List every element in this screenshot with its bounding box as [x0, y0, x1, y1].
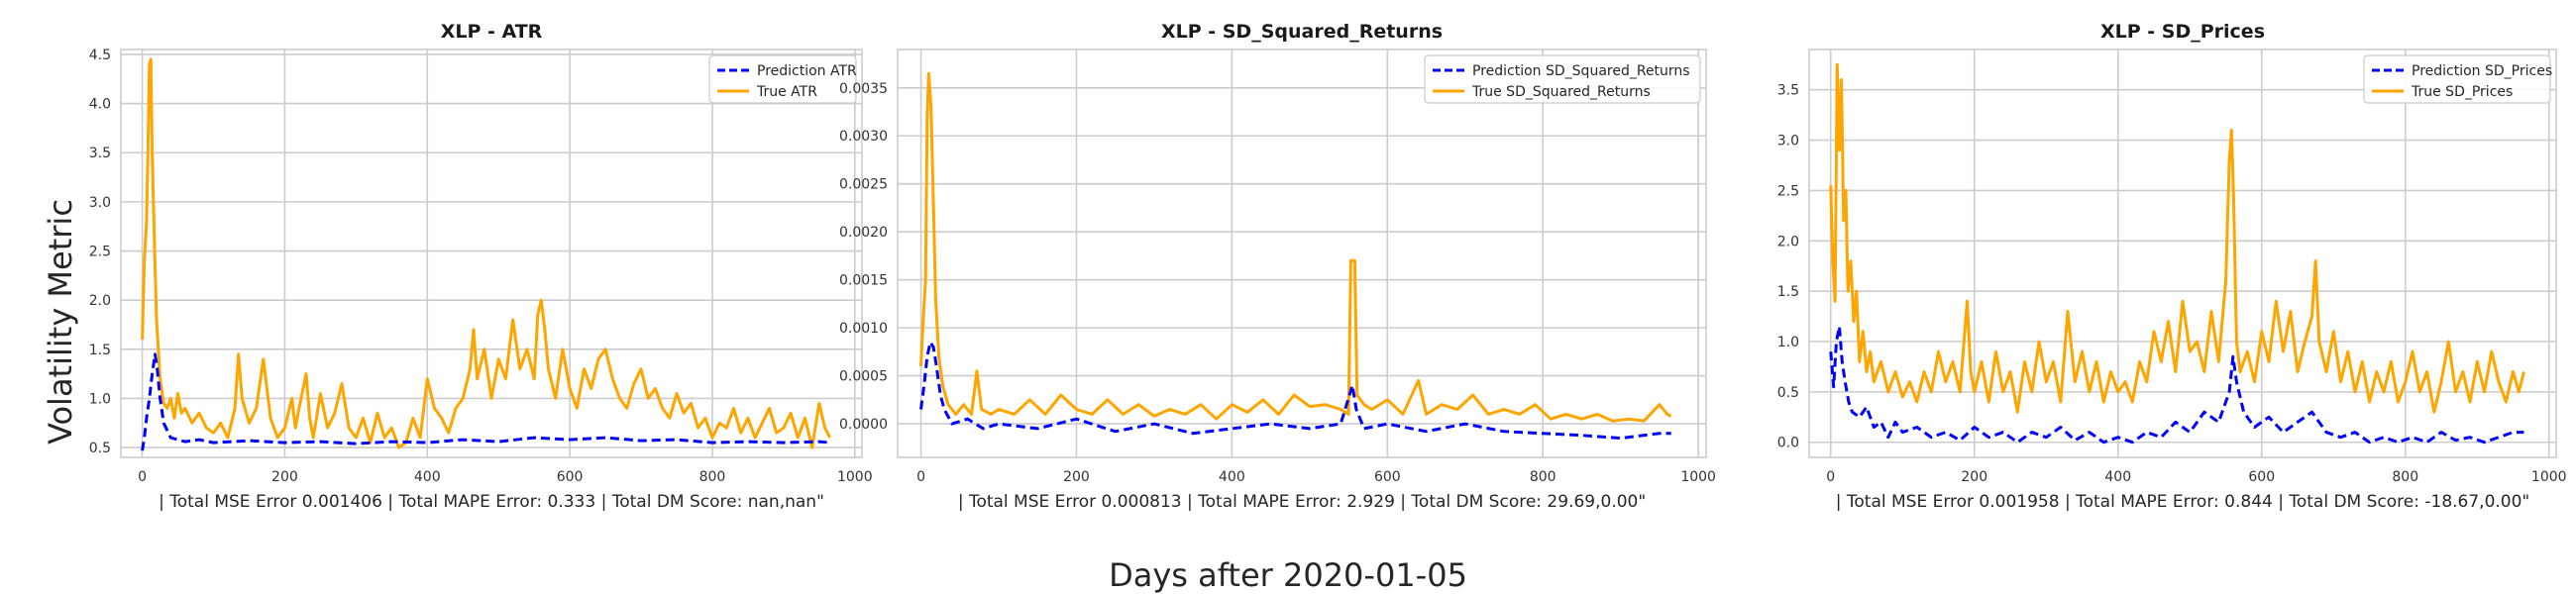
x-axis-label: | Total MSE Error 0.000813 | Total MAPE …	[958, 492, 1646, 512]
x-tick-label: 1000	[837, 469, 873, 485]
x-tick-label: 800	[699, 469, 726, 485]
plot-frame	[120, 49, 863, 458]
y-tick-label: 2.5	[1777, 183, 1799, 199]
x-tick-label: 200	[1063, 469, 1090, 485]
y-tick-label: 0.5	[89, 441, 111, 456]
x-tick-label: 0	[138, 469, 147, 485]
x-tick-label: 400	[2104, 469, 2131, 485]
plot-frame	[1808, 49, 2557, 458]
x-tick-label: 600	[1374, 469, 1401, 485]
true-series-line	[141, 57, 831, 449]
legend-box	[2363, 54, 2551, 104]
prediction-series-line	[141, 352, 830, 451]
true-series-line	[919, 71, 1672, 423]
y-tick-label: 0.0	[1777, 436, 1799, 451]
chart-title: XLP - ATR	[441, 21, 543, 43]
y-tick-label: 3.5	[89, 146, 111, 161]
legend-label: True ATR	[756, 84, 817, 100]
chart-title: XLP - SD_Squared_Returns	[1161, 21, 1443, 43]
true-series-line	[1829, 62, 2525, 414]
chart-panel: 0 200 400 600 800 1000 0.5 1.0 1.5 2.0 2.5 3.0 3.5 4.…	[89, 21, 873, 512]
y-tick-label: 0.0010	[839, 321, 888, 337]
y-tick-label: 3.0	[1777, 134, 1799, 149]
y-tick-label: 0.0035	[839, 81, 888, 97]
y-tick-label: 2.0	[1777, 234, 1799, 249]
y-tick-label: 1.0	[89, 391, 111, 407]
chart-panel: 0 200 400 600 800 1000 0.0000 0.0005 0.0010 0.001…	[839, 21, 1716, 512]
figure-x-label: Days after 2020-01-05	[1109, 556, 1467, 594]
y-tick-label: 1.5	[1777, 284, 1799, 300]
y-tick-label: 0.0000	[839, 417, 888, 433]
y-tick-label: 0.0005	[839, 369, 888, 385]
prediction-series-line	[1829, 325, 2524, 445]
plot-frame	[897, 49, 1707, 458]
y-tick-label: 1.0	[1777, 335, 1799, 350]
x-tick-label: 400	[414, 469, 441, 485]
x-tick-label: 1000	[2531, 469, 2567, 485]
y-tick-label: 4.0	[89, 97, 111, 113]
y-tick-label: 0.0030	[839, 129, 888, 145]
y-tick-label: 4.5	[89, 48, 111, 63]
legend-label: Prediction ATR	[757, 63, 857, 79]
y-tick-label: 2.5	[89, 245, 111, 260]
y-tick-label: 3.0	[89, 195, 111, 211]
y-tick-label: 0.0015	[839, 273, 888, 289]
x-tick-label: 600	[2248, 469, 2275, 485]
x-tick-label: 800	[2392, 469, 2418, 485]
legend-label: True SD_Prices	[2411, 84, 2513, 100]
x-tick-label: 0	[916, 469, 925, 485]
legend-label: Prediction SD_Prices	[2412, 63, 2552, 79]
x-tick-label: 800	[1530, 469, 1556, 485]
y-tick-label: 2.0	[89, 293, 111, 309]
prediction-series-line	[919, 341, 1671, 441]
x-tick-label: 1000	[1680, 469, 1716, 485]
x-tick-label: 400	[1219, 469, 1245, 485]
figure-y-label: Volatility Metric	[42, 199, 79, 445]
legend-label: Prediction SD_Squared_Returns	[1472, 63, 1690, 79]
y-tick-label: 0.0020	[839, 225, 888, 241]
y-tick-label: 0.0025	[839, 177, 888, 193]
legend-box	[1424, 54, 1701, 104]
y-tick-label: 1.5	[89, 343, 111, 358]
x-tick-label: 0	[1826, 469, 1835, 485]
x-tick-label: 600	[557, 469, 584, 485]
chart-panel: 0 200 400 600 800 1000 0.0 0.5 1.0 1.5 2.0 2.5 3.0 3.…	[1777, 21, 2567, 512]
legend-label: True SD_Squared_Returns	[1471, 84, 1651, 100]
y-tick-label: 3.5	[1777, 83, 1799, 99]
x-tick-label: 200	[1961, 469, 1987, 485]
y-tick-label: 0.5	[1777, 385, 1799, 401]
x-axis-label: | Total MSE Error 0.001958 | Total MAPE …	[1836, 492, 2530, 512]
x-tick-label: 200	[271, 469, 298, 485]
chart-title: XLP - SD_Prices	[2100, 21, 2265, 43]
x-axis-label: | Total MSE Error 0.001406 | Total MAPE …	[159, 492, 824, 512]
